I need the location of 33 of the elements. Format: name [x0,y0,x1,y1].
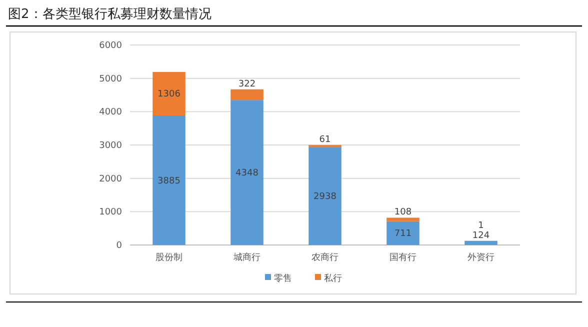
bar [386,221,420,245]
data-label: 3885 [158,176,180,186]
y-tick-label: 2000 [99,174,122,184]
y-tick-label: 1000 [99,208,122,218]
bar [152,72,186,116]
data-label: 108 [394,208,412,218]
x-tick-label: 外资行 [468,252,494,263]
data-label: 322 [238,79,256,90]
legend-label: 私行 [324,273,342,284]
chart-title: 图2：各类型银行私募理财数量情况 [8,7,212,22]
data-label: 124 [472,230,490,241]
bar [464,240,498,245]
data-label: 61 [319,135,331,146]
bar [230,100,264,245]
bar [230,89,264,100]
x-tick-label: 城商行 [232,252,260,263]
bar [152,116,186,245]
x-tick-label: 农商行 [312,252,338,263]
y-tick-label: 3000 [99,141,122,151]
x-tick-label: 股份制 [156,252,182,263]
bar [308,147,342,245]
legend-label: 零售 [274,273,292,284]
y-tick-label: 6000 [99,41,122,51]
y-tick-label: 4000 [99,108,122,118]
data-label: 711 [394,229,412,240]
data-label: 2938 [314,192,337,202]
data-label: 4348 [236,168,259,179]
x-tick-label: 国有行 [390,252,416,263]
y-tick-label: 0 [116,241,122,251]
y-tick-label: 5000 [99,74,122,84]
bar [386,218,420,222]
data-label: 1 [478,220,484,231]
data-label: 1306 [158,90,181,100]
